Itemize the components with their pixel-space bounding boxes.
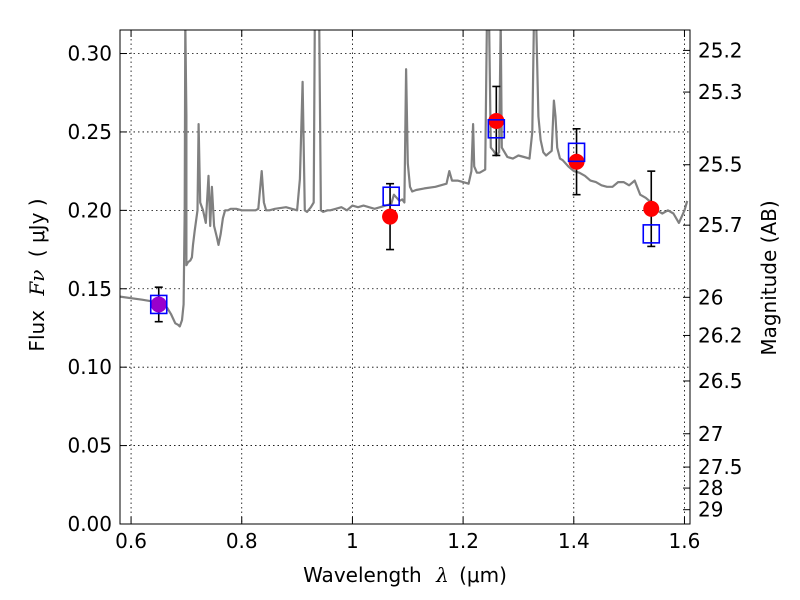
mag-tick-label: 26.5 — [698, 369, 743, 393]
x-tick-label: 1.2 — [447, 529, 479, 553]
y-tick-label: 0.05 — [67, 434, 112, 458]
mag-tick-label: 29 — [698, 498, 723, 522]
mag-tick-label: 25.3 — [698, 80, 743, 104]
x-tick-label: 0.8 — [226, 529, 258, 553]
model-photometry-square — [382, 186, 400, 207]
mag-tick-label: 28 — [698, 476, 723, 500]
data-layer — [120, 30, 689, 328]
model-sed-line — [120, 30, 689, 328]
x-tick-label: 1 — [346, 529, 359, 553]
x-tick-label: 1.4 — [558, 529, 590, 553]
y-axis-label: Flux Fν ( μJy ) — [25, 198, 49, 351]
y-tick-label: 0.25 — [67, 120, 112, 144]
observed-photometry-point — [643, 200, 660, 217]
x-tick-label: 1.6 — [669, 529, 701, 553]
observed-photometry-point — [488, 112, 505, 129]
mag-tick-label: 25.2 — [698, 38, 743, 62]
x-axis-label: Wavelength λ (μm) — [303, 563, 507, 587]
mag-tick-label: 26 — [698, 285, 723, 309]
tick-layer: 0.6 0.8 1 1.2 1.4 1.6 0.00 0.05 0.10 0.15 0.20 0.25… — [67, 30, 743, 553]
observed-photometry-point — [382, 208, 399, 225]
y-tick-label: 0.10 — [67, 355, 112, 379]
model-photometry-square — [642, 224, 661, 244]
y-tick-label: 0.00 — [67, 512, 112, 536]
y2-axis-label: Magnitude (AB) — [757, 200, 781, 355]
model-photometry-square — [149, 294, 168, 315]
observed-photometry-point — [150, 296, 167, 313]
mag-tick-label: 27 — [698, 422, 723, 446]
mag-tick-label: 26.2 — [698, 323, 743, 347]
x-tick-label: 0.6 — [115, 529, 147, 553]
mag-tick-label: 25.5 — [698, 153, 743, 177]
model-photometry-square — [487, 119, 506, 139]
model-photometry-square — [567, 142, 586, 163]
mag-tick-label: 25.7 — [698, 213, 743, 237]
mag-tick-label: 27.5 — [698, 455, 743, 479]
y-tick-label: 0.20 — [67, 198, 112, 222]
y-tick-label: 0.15 — [67, 277, 112, 301]
plot-frame — [119, 29, 691, 525]
y-tick-label: 0.30 — [67, 42, 112, 66]
